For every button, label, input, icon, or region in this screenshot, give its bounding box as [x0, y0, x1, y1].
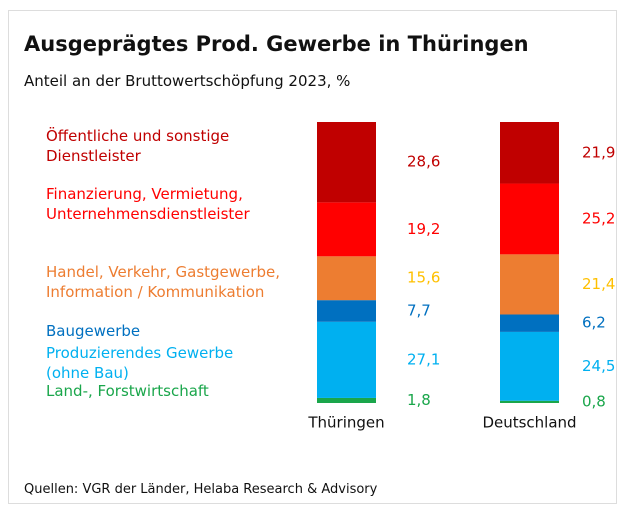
value-label: 21,9 [582, 143, 615, 161]
frame [8, 10, 617, 504]
bar-segment [317, 202, 376, 257]
subtitle: Anteil an der Bruttowertschöpfung 2023, … [24, 72, 351, 90]
legend-label: Produzierendes Gewerbe (ohne Bau) [46, 344, 234, 382]
value-label: 21,4 [582, 275, 615, 293]
value-label: 25,2 [582, 209, 615, 227]
bar-segment [317, 321, 376, 398]
legend-label: Handel, Verkehr, Gastgewerbe, Informatio… [46, 263, 280, 301]
value-label: 27,1 [407, 350, 440, 368]
legend-label: Öffentliche und sonstige Dienstleister [46, 127, 230, 165]
legend-label: Land-, Forstwirtschaft [46, 382, 209, 400]
x-tick-label: Deutschland [482, 414, 576, 432]
bar-segment [317, 300, 376, 322]
chart-title: Ausgeprägtes Prod. Gewerbe in Thüringen [24, 32, 529, 56]
value-label: 0,8 [582, 392, 606, 410]
value-label: 19,2 [407, 220, 440, 238]
value-label: 28,6 [407, 153, 440, 171]
legend-label: Finanzierung, Vermietung, Unternehmensdi… [46, 185, 250, 223]
value-label: 1,8 [407, 391, 431, 409]
x-tick-label: Thüringen [307, 414, 384, 432]
value-label: 24,5 [582, 357, 615, 375]
bar-segment [500, 122, 559, 184]
legend-label: Baugewerbe [46, 322, 141, 340]
bar-segment [317, 122, 376, 203]
value-label: 7,7 [407, 301, 431, 319]
bar-segment [500, 183, 559, 255]
bar-segment [500, 400, 559, 403]
source: Quellen: VGR der Länder, Helaba Research… [24, 482, 378, 497]
bar-segment [317, 256, 376, 301]
value-label: 15,6 [407, 269, 440, 287]
bar-segment [317, 397, 376, 403]
bar-segment [500, 254, 559, 315]
bar-segment [500, 314, 559, 332]
value-label: 6,2 [582, 314, 606, 332]
bar-segment [500, 331, 559, 401]
